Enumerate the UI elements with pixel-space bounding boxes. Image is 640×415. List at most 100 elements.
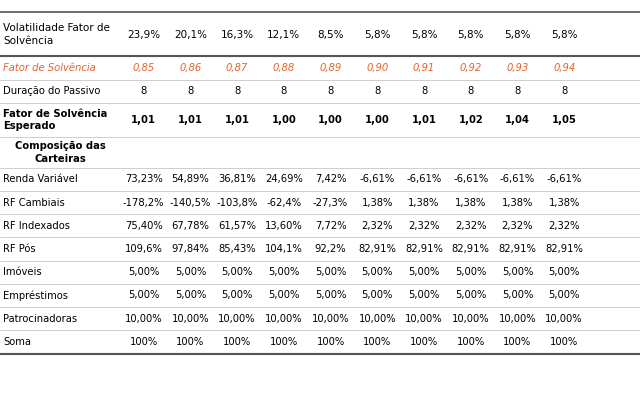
Text: 8: 8 — [561, 86, 567, 96]
Text: 0,91: 0,91 — [413, 63, 435, 73]
Text: 5,00%: 5,00% — [502, 267, 533, 277]
Text: Fator de Solvência
Esperado: Fator de Solvência Esperado — [3, 109, 108, 131]
Text: 8: 8 — [374, 86, 380, 96]
Text: 100%: 100% — [503, 337, 532, 347]
Text: 92,2%: 92,2% — [315, 244, 346, 254]
Text: 100%: 100% — [129, 337, 158, 347]
Text: 8: 8 — [468, 86, 474, 96]
Text: 2,32%: 2,32% — [362, 221, 393, 231]
Text: -103,8%: -103,8% — [216, 198, 258, 208]
Text: 0,93: 0,93 — [506, 63, 529, 73]
Text: 5,00%: 5,00% — [408, 290, 440, 300]
Text: 12,1%: 12,1% — [268, 30, 300, 40]
Text: 7,42%: 7,42% — [315, 174, 346, 184]
Text: 100%: 100% — [410, 337, 438, 347]
Text: 5,00%: 5,00% — [362, 267, 393, 277]
Text: 5,8%: 5,8% — [411, 30, 437, 40]
Text: 67,78%: 67,78% — [172, 221, 209, 231]
Text: RF Indexados: RF Indexados — [3, 221, 70, 231]
Text: 1,38%: 1,38% — [408, 198, 440, 208]
Text: 0,92: 0,92 — [460, 63, 482, 73]
Text: -6,61%: -6,61% — [360, 174, 395, 184]
Text: 1,01: 1,01 — [225, 115, 250, 125]
Text: 10,00%: 10,00% — [218, 314, 256, 324]
Text: 5,00%: 5,00% — [128, 290, 159, 300]
Text: Soma: Soma — [3, 337, 31, 347]
Text: 8,5%: 8,5% — [317, 30, 344, 40]
Text: 5,00%: 5,00% — [502, 290, 533, 300]
Text: 104,1%: 104,1% — [265, 244, 303, 254]
Text: Composição das
Carteiras: Composição das Carteiras — [15, 141, 106, 164]
Text: 100%: 100% — [316, 337, 345, 347]
Text: 5,8%: 5,8% — [551, 30, 577, 40]
Text: 1,00: 1,00 — [271, 115, 296, 125]
Text: 8: 8 — [328, 86, 333, 96]
Text: 82,91%: 82,91% — [545, 244, 583, 254]
Text: Fator de Solvência: Fator de Solvência — [3, 63, 96, 73]
Text: 10,00%: 10,00% — [545, 314, 583, 324]
Text: 0,94: 0,94 — [553, 63, 575, 73]
Text: 61,57%: 61,57% — [218, 221, 256, 231]
Text: 5,00%: 5,00% — [128, 267, 159, 277]
Text: Imóveis: Imóveis — [3, 267, 42, 277]
Text: 5,00%: 5,00% — [268, 267, 300, 277]
Text: 0,85: 0,85 — [132, 63, 155, 73]
Text: 10,00%: 10,00% — [499, 314, 536, 324]
Text: 8: 8 — [234, 86, 240, 96]
Text: 8: 8 — [515, 86, 520, 96]
Text: 54,89%: 54,89% — [172, 174, 209, 184]
Text: 5,00%: 5,00% — [455, 267, 486, 277]
Text: 24,69%: 24,69% — [265, 174, 303, 184]
Text: 1,05: 1,05 — [552, 115, 577, 125]
Text: 23,9%: 23,9% — [127, 30, 160, 40]
Text: 10,00%: 10,00% — [125, 314, 163, 324]
Text: 5,00%: 5,00% — [175, 267, 206, 277]
Text: 109,6%: 109,6% — [125, 244, 163, 254]
Text: Renda Variável: Renda Variável — [3, 174, 78, 184]
Text: 10,00%: 10,00% — [452, 314, 490, 324]
Text: 5,00%: 5,00% — [315, 290, 346, 300]
Text: 36,81%: 36,81% — [218, 174, 256, 184]
Text: 5,00%: 5,00% — [455, 290, 486, 300]
Text: 5,00%: 5,00% — [548, 267, 580, 277]
Text: 5,8%: 5,8% — [458, 30, 484, 40]
Text: 1,01: 1,01 — [131, 115, 156, 125]
Text: 8: 8 — [281, 86, 287, 96]
Text: 97,84%: 97,84% — [172, 244, 209, 254]
Text: 16,3%: 16,3% — [221, 30, 253, 40]
Text: 1,02: 1,02 — [458, 115, 483, 125]
Text: 8: 8 — [421, 86, 427, 96]
Text: 0,87: 0,87 — [226, 63, 248, 73]
Text: 10,00%: 10,00% — [172, 314, 209, 324]
Text: 5,00%: 5,00% — [315, 267, 346, 277]
Text: -140,5%: -140,5% — [170, 198, 211, 208]
Text: 13,60%: 13,60% — [265, 221, 303, 231]
Text: 100%: 100% — [176, 337, 205, 347]
Text: RF Pós: RF Pós — [3, 244, 36, 254]
Text: 2,32%: 2,32% — [502, 221, 533, 231]
Text: 10,00%: 10,00% — [405, 314, 443, 324]
Text: 2,32%: 2,32% — [455, 221, 486, 231]
Text: 1,01: 1,01 — [412, 115, 436, 125]
Text: 1,38%: 1,38% — [502, 198, 533, 208]
Text: 82,91%: 82,91% — [358, 244, 396, 254]
Text: 5,00%: 5,00% — [548, 290, 580, 300]
Text: 5,00%: 5,00% — [221, 290, 253, 300]
Text: 5,00%: 5,00% — [408, 267, 440, 277]
Text: 100%: 100% — [550, 337, 579, 347]
Text: Volatilidade Fator de
Solvência: Volatilidade Fator de Solvência — [3, 23, 110, 46]
Text: 5,8%: 5,8% — [364, 30, 390, 40]
Text: 1,01: 1,01 — [178, 115, 203, 125]
Text: 7,72%: 7,72% — [315, 221, 346, 231]
Text: Duração do Passivo: Duração do Passivo — [3, 86, 100, 96]
Text: 100%: 100% — [363, 337, 392, 347]
Text: Empréstimos: Empréstimos — [3, 290, 68, 301]
Text: 0,88: 0,88 — [273, 63, 295, 73]
Text: RF Cambiais: RF Cambiais — [3, 198, 65, 208]
Text: 2,32%: 2,32% — [548, 221, 580, 231]
Text: 5,00%: 5,00% — [362, 290, 393, 300]
Text: 82,91%: 82,91% — [405, 244, 443, 254]
Text: 75,40%: 75,40% — [125, 221, 163, 231]
Text: 10,00%: 10,00% — [358, 314, 396, 324]
Text: 1,00: 1,00 — [318, 115, 343, 125]
